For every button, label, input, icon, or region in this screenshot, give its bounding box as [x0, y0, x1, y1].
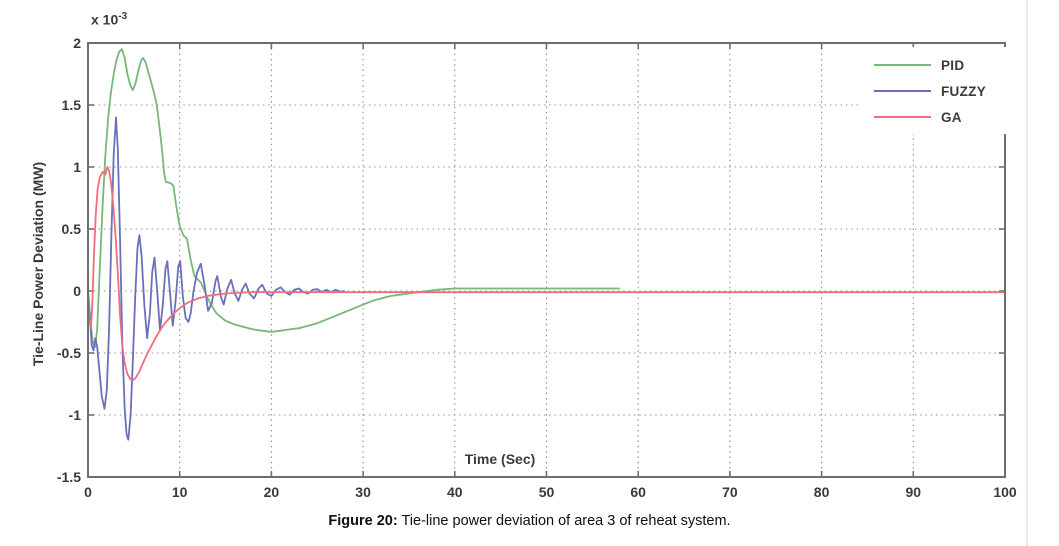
- figure-caption: Figure 20: Tie-line power deviation of a…: [0, 513, 1059, 529]
- series-line-ga: [87, 166, 1005, 382]
- x-tick-label: 70: [722, 484, 738, 500]
- page-edge-line: [1026, 0, 1028, 546]
- x-tick-label: 20: [263, 484, 280, 500]
- series-line-fuzzy: [87, 116, 345, 441]
- y-tick-label: 1.5: [61, 97, 81, 113]
- y-tick-label: 0: [73, 283, 81, 299]
- legend-label: PID: [941, 57, 965, 73]
- legend-item-fuzzy: FUZZY: [860, 78, 1006, 104]
- x-tick-label: 30: [355, 484, 371, 500]
- plot-frame: [87, 42, 1006, 478]
- x-tick-label: 60: [630, 484, 646, 500]
- legend: PID FUZZY GA: [860, 47, 1006, 134]
- y-tick-label: -1.5: [56, 469, 81, 485]
- x-tick-label: 100: [993, 484, 1017, 500]
- series-line-pid: [87, 48, 620, 348]
- legend-label: FUZZY: [941, 83, 986, 99]
- y-tick-label: 1: [73, 159, 81, 175]
- y-axis-scale-label: x 10-3: [91, 11, 127, 28]
- x-tick-label: 0: [84, 484, 92, 500]
- y-tick-label: 2: [73, 35, 81, 51]
- legend-item-pid: PID: [860, 52, 1006, 78]
- y-tick-label: -0.5: [56, 345, 81, 361]
- y-scale-base: x 10: [91, 11, 119, 28]
- y-tick-label: -1: [68, 407, 81, 423]
- caption-prefix: Figure 20:: [328, 513, 398, 529]
- x-axis-title: Time (Sec): [464, 451, 536, 467]
- x-tick-label: 90: [905, 484, 922, 500]
- y-scale-exponent: -3: [118, 11, 128, 22]
- x-tick-label: 50: [538, 484, 555, 500]
- legend-swatch-pid: [874, 64, 931, 66]
- legend-swatch-fuzzy: [874, 90, 931, 92]
- legend-swatch-ga: [874, 116, 931, 118]
- y-tick-label: 0.5: [61, 221, 81, 237]
- x-tick-label: 10: [171, 484, 188, 500]
- y-axis-title: Tie-Line Power Deviation (MW): [30, 161, 46, 367]
- legend-item-ga: GA: [860, 104, 1006, 130]
- x-tick-label: 80: [813, 484, 830, 500]
- legend-label: GA: [941, 109, 962, 125]
- caption-text: Tie-line power deviation of area 3 of re…: [397, 513, 731, 529]
- x-tick-label: 40: [447, 484, 463, 500]
